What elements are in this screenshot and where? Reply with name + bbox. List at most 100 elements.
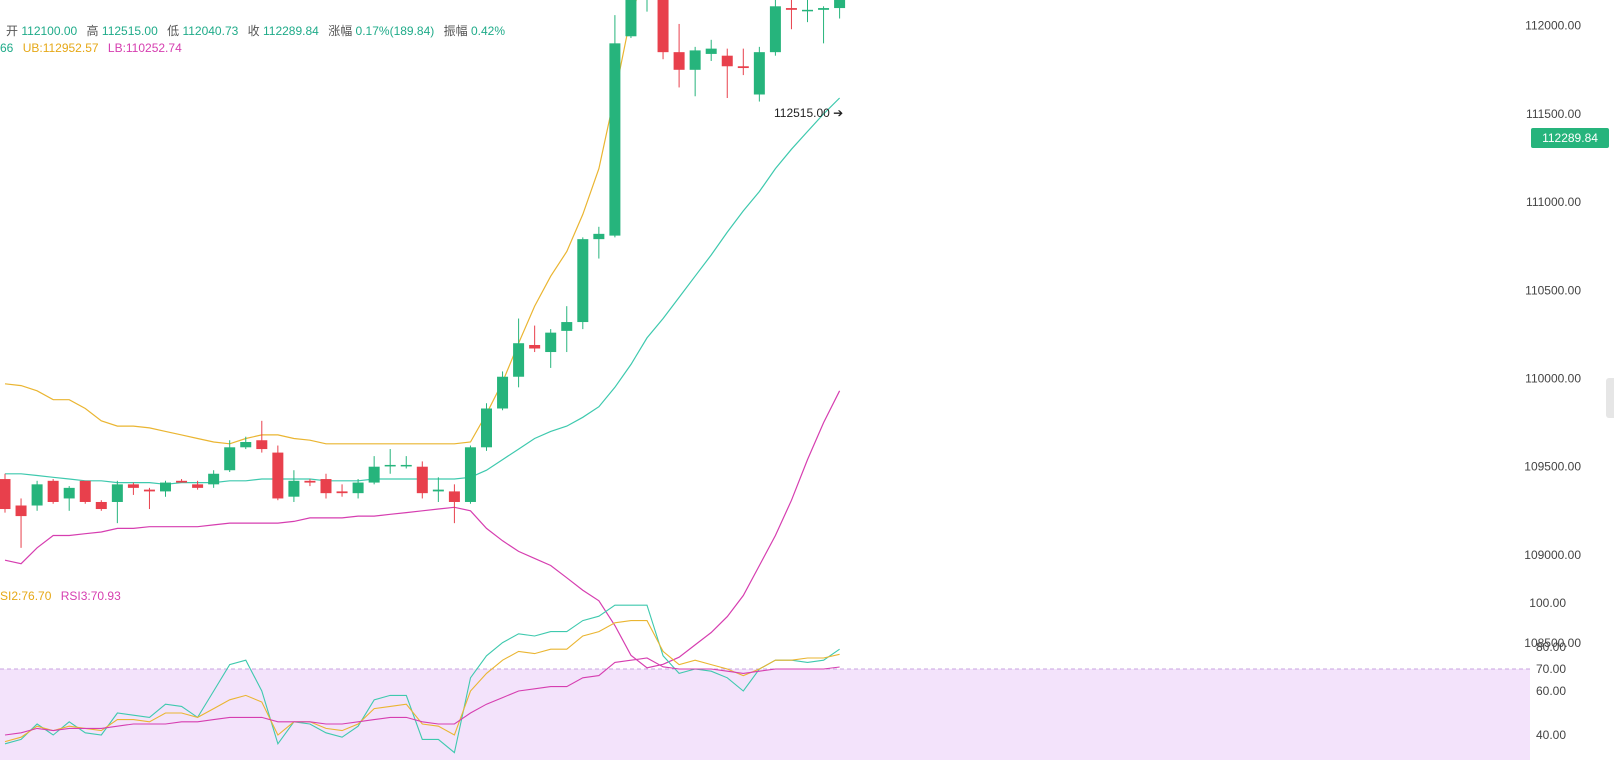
price-axis-tick-label: 109000.00: [1524, 548, 1581, 562]
candle-body: [769, 6, 781, 53]
candle-body: [208, 473, 220, 485]
price-axis-tick-label: 112000.00: [1525, 19, 1581, 33]
candle-body: [272, 452, 284, 499]
candle-body: [737, 66, 749, 69]
candle-body: [160, 482, 171, 492]
boll-lb-value: LB:110252.74: [107, 41, 182, 55]
candle-body: [31, 484, 43, 506]
high-value: 112515.00: [101, 24, 158, 38]
candle-body: [432, 489, 444, 492]
change-label: 涨幅: [328, 24, 353, 38]
rsi-axis-tick-label: 40.00: [1536, 728, 1566, 742]
candle-body: [63, 487, 75, 499]
candle-body: [224, 447, 236, 471]
candle-body: [673, 52, 685, 70]
change-value: 0.17%(189.84): [355, 24, 435, 38]
amplitude-label: 振幅: [443, 24, 468, 38]
candle-body: [448, 491, 460, 502]
rsi-band-group: [0, 668, 1530, 760]
candle-body: [79, 480, 91, 502]
candle-body: [657, 0, 669, 53]
candle-body: [95, 501, 107, 510]
candle-body: [545, 332, 557, 353]
candle-body: [497, 376, 509, 409]
rsi-axis-tick-label: 60.00: [1536, 684, 1566, 698]
candle-body: [481, 408, 492, 448]
candle-body: [721, 55, 733, 67]
close-label: 收: [247, 24, 260, 38]
bollinger-upper-line: [4, 0, 637, 445]
price-axis-tick-label: 111500.00: [1526, 107, 1581, 121]
low-label: 低: [167, 24, 180, 38]
price-axis-tick-label: 108500.00: [1524, 636, 1581, 650]
candle-body: [609, 43, 621, 236]
boll-mid-value: 66: [0, 41, 14, 55]
bollinger-legend: 66 UB:112952.57 LB:110252.74: [0, 41, 182, 55]
candle-body: [753, 52, 765, 95]
candle-body: [464, 447, 476, 502]
candle-body: [384, 464, 396, 467]
rsi-legend: SI2:76.70 RSI3:70.93: [0, 589, 121, 603]
candle-body: [15, 505, 27, 517]
candle-body: [513, 343, 525, 377]
candle-body: [143, 489, 155, 492]
candle-body: [561, 322, 573, 331]
candle-body: [802, 9, 813, 12]
price-axis-tick-label: 110500.00: [1525, 283, 1581, 297]
candle-body: [304, 480, 316, 483]
candle-body: [689, 50, 701, 70]
candle-body: [593, 233, 605, 240]
candle-body: [416, 466, 428, 494]
rsi-line-1: [4, 604, 840, 754]
candle-body: [400, 464, 412, 467]
high-marker-label: 112515.00 ➔: [774, 106, 844, 120]
candle-body: [288, 480, 300, 497]
candle-body: [818, 8, 830, 10]
rsi-axis-tick-label: 70.00: [1536, 662, 1566, 676]
candle-body: [336, 491, 348, 494]
open-label: 开: [6, 24, 19, 38]
candle-body: [47, 480, 59, 502]
boll-ub-value: UB:112952.57: [22, 41, 99, 55]
bollinger-group: [4, 0, 841, 669]
high-label: 高: [86, 24, 99, 38]
amplitude-value: 0.42%: [470, 24, 506, 38]
price-axis-tick-label: 110000.00: [1525, 372, 1581, 386]
rsi-axis-tick-label: 80.00: [1536, 640, 1566, 654]
price-axis-group: 113000.00112500.00112000.00111500.001110…: [1524, 19, 1581, 742]
rsi-line-2: [4, 620, 840, 743]
open-value: 112100.00: [21, 24, 78, 38]
candle-body: [577, 239, 589, 323]
close-value: 112289.84: [263, 24, 319, 38]
rsi-line-3: [4, 657, 840, 736]
ohlc-legend: 开 112100.00 高 112515.00 低 112040.73 收 11…: [6, 22, 511, 39]
current-price-tag: 112289.84: [1531, 128, 1609, 148]
candle-body: [529, 344, 541, 349]
candle-body: [256, 440, 268, 450]
side-panel-toggle[interactable]: [1606, 378, 1614, 418]
candle-body: [368, 466, 380, 483]
rsi-lines-group: [4, 604, 840, 754]
rsi-axis-tick-label: 100.00: [1529, 596, 1566, 610]
candle-body: [192, 484, 204, 488]
rsi2-value: SI2:76.70: [0, 589, 52, 603]
candle-body: [625, 0, 637, 37]
price-axis-tick-label: 111000.00: [1526, 195, 1581, 209]
candle-body: [111, 484, 123, 502]
candle-body: [834, 0, 846, 9]
bollinger-lower-line: [4, 390, 841, 669]
candle-body: [320, 479, 332, 494]
candle-body: [240, 442, 252, 448]
candle-body: [0, 479, 11, 510]
candle-body: [785, 8, 797, 10]
price-axis-tick-label: 109500.00: [1524, 460, 1581, 474]
low-value: 112040.73: [182, 24, 239, 38]
candle-body: [705, 48, 717, 54]
candle-body: [176, 480, 188, 483]
candle-body: [127, 484, 139, 488]
rsi-band: [0, 669, 1530, 760]
rsi3-value: RSI3:70.93: [60, 589, 121, 603]
candles-group: [0, 0, 846, 548]
